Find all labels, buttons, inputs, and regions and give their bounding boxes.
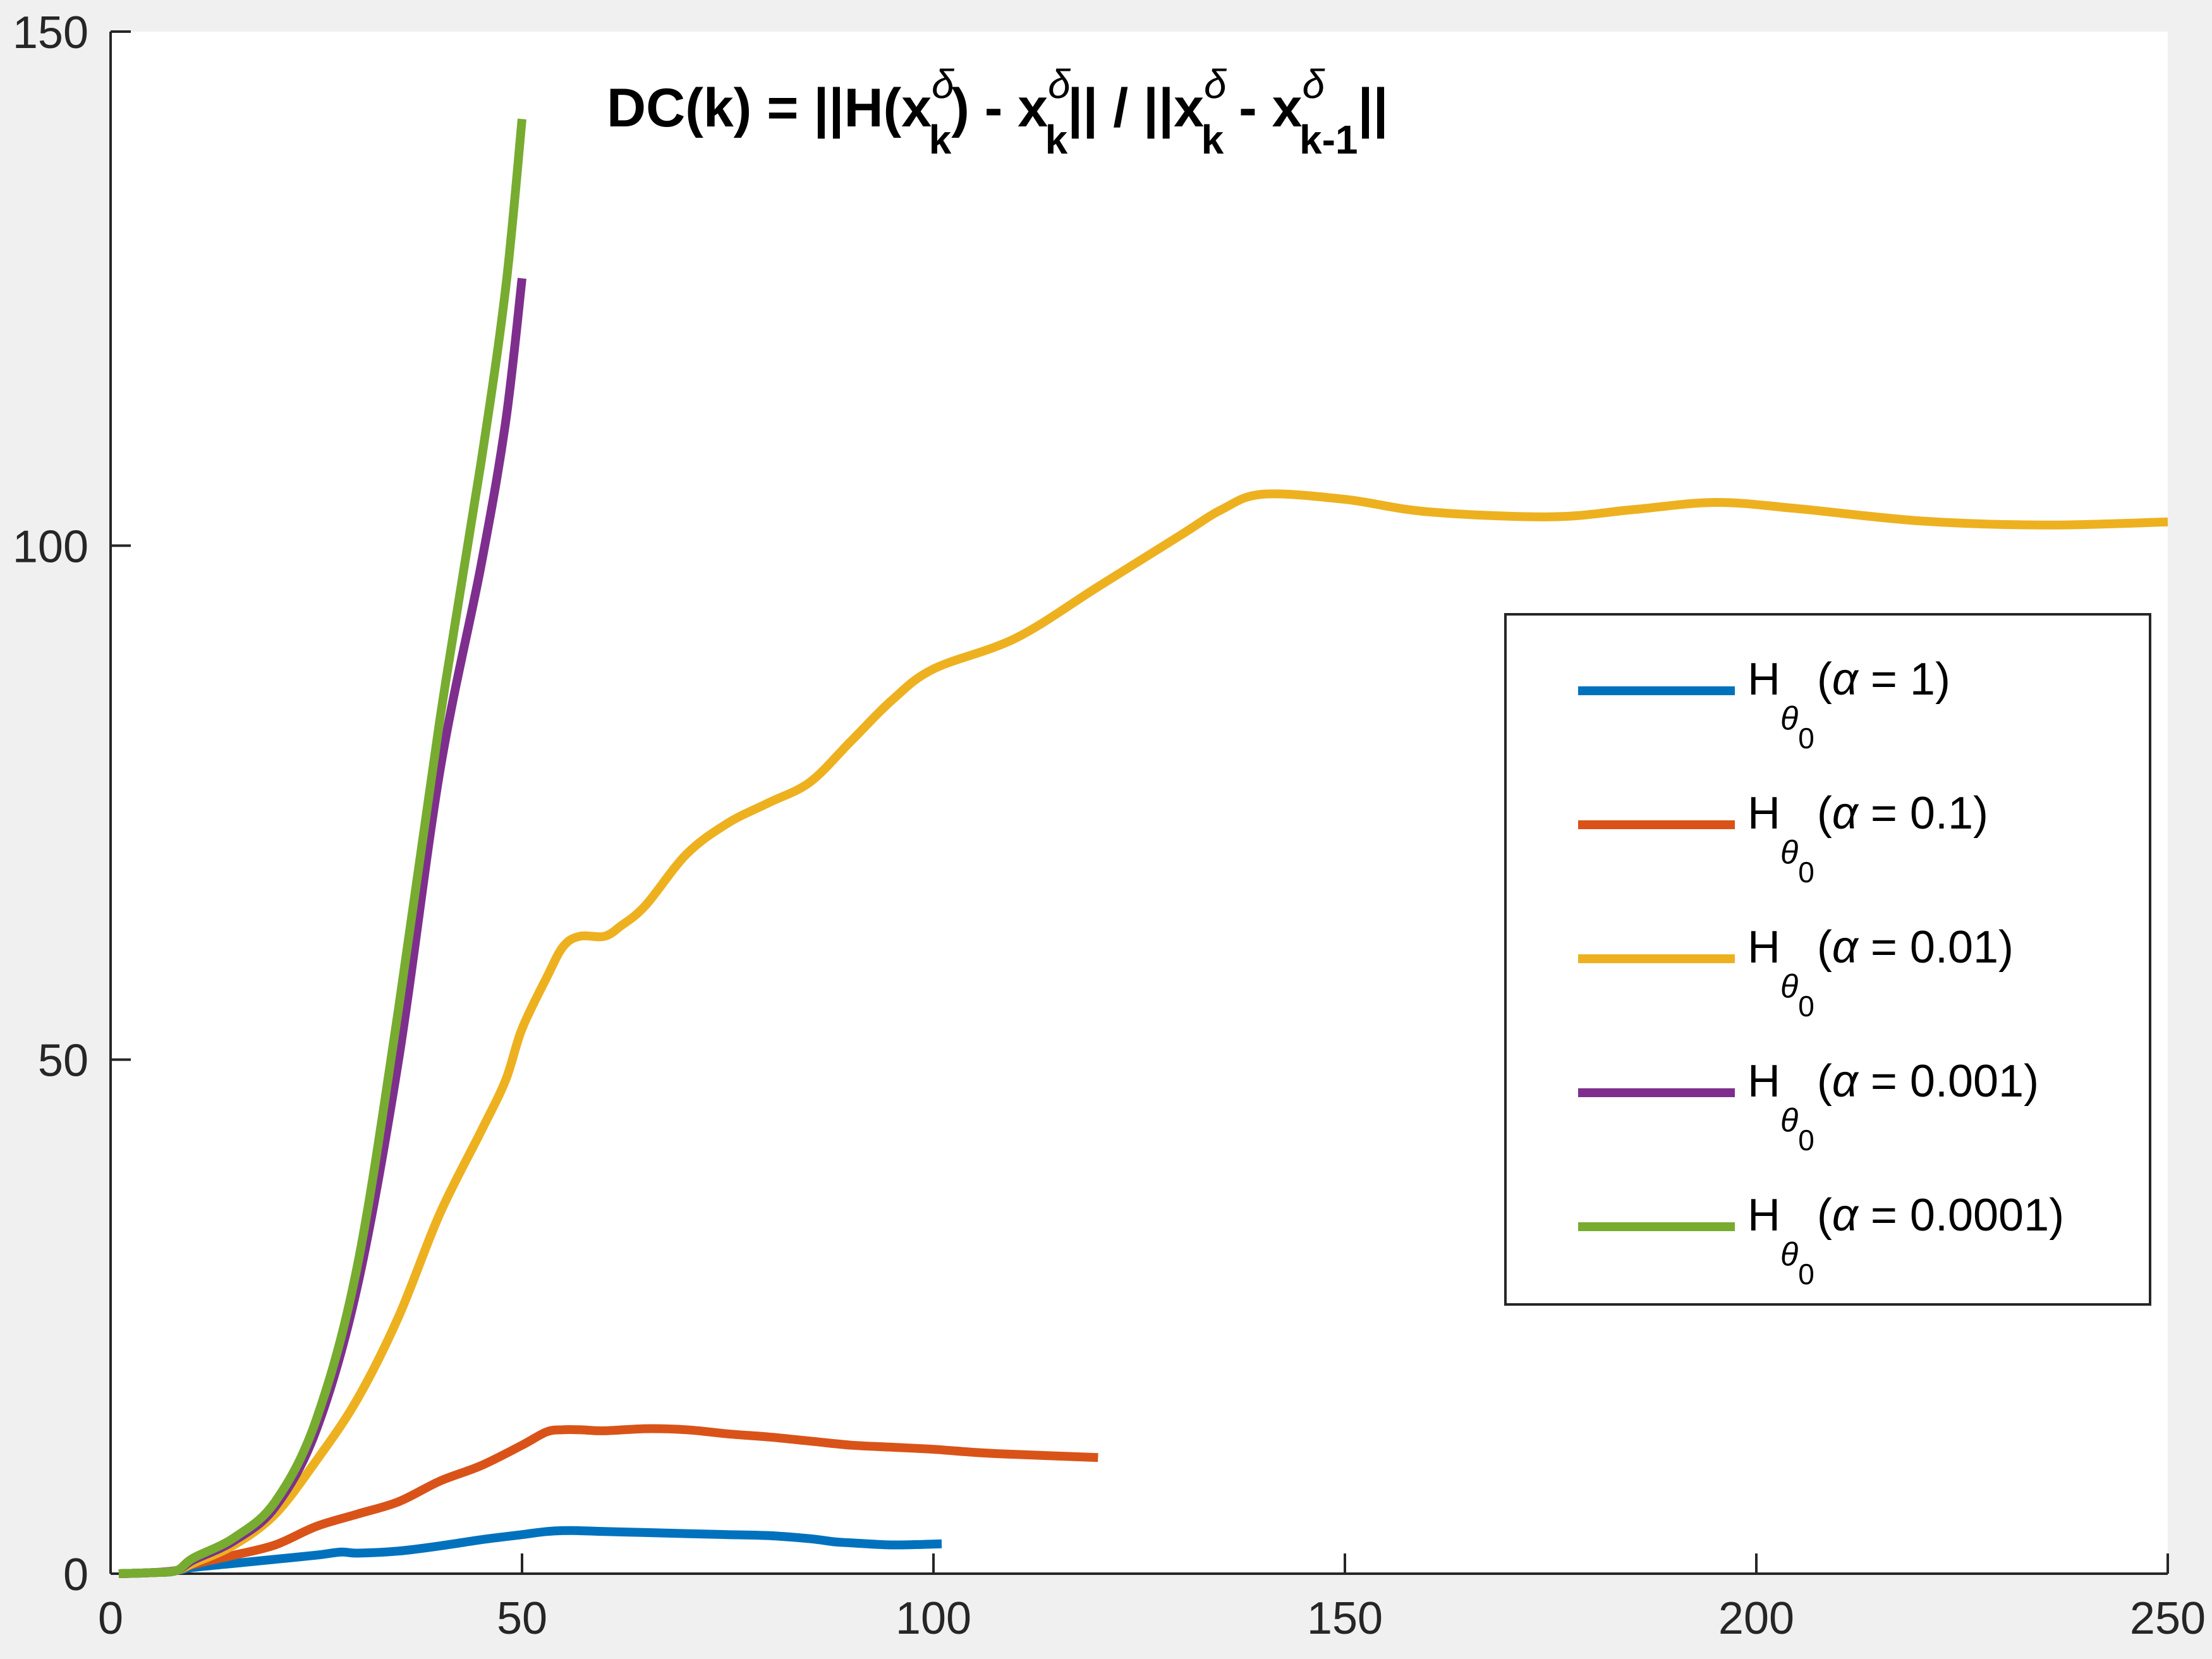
y-axis-ticks: 0 50 100 150 xyxy=(13,8,131,1600)
x-tick-label: 250 xyxy=(2130,1593,2206,1644)
series-line-3 xyxy=(118,489,2168,1578)
y-tick-label: 150 xyxy=(13,8,88,58)
series-line-2 xyxy=(118,1424,1098,1578)
chart-title: DC(k) = ||H(xδ k) - xδ k|| / ||xδ k - xδ k-1… xyxy=(607,61,1389,162)
x-tick-label: 0 xyxy=(98,1593,123,1644)
x-tick-label: 150 xyxy=(1307,1593,1383,1644)
x-tick-label: 50 xyxy=(497,1593,547,1644)
legend-label-5: Hθ0(α = 0.0001) xyxy=(1747,1190,2064,1291)
x-tick-label: 200 xyxy=(1718,1593,1794,1644)
y-tick-label: 100 xyxy=(13,521,88,572)
series-line-1 xyxy=(118,1526,942,1578)
series-lines xyxy=(118,118,2168,1578)
x-axis-ticks: 0 50 100 150 200 250 xyxy=(98,1553,2206,1644)
legend-label-2: Hθ0(α = 0.1) xyxy=(1747,788,1988,889)
y-tick-label: 50 xyxy=(38,1036,88,1086)
legend-label-4: Hθ0(α = 0.001) xyxy=(1747,1056,2039,1157)
y-tick-label: 0 xyxy=(63,1550,88,1600)
x-tick-label: 100 xyxy=(896,1593,971,1644)
legend: Hθ0(α = 1) Hθ0(α = 0.1) Hθ0(α = 0.01) Hθ0(α… xyxy=(1504,613,2151,1306)
legend-label-1: Hθ0(α = 1) xyxy=(1747,654,1950,755)
series-line-5 xyxy=(118,118,526,1578)
legend-label-3: Hθ0(α = 0.01) xyxy=(1747,922,2014,1023)
